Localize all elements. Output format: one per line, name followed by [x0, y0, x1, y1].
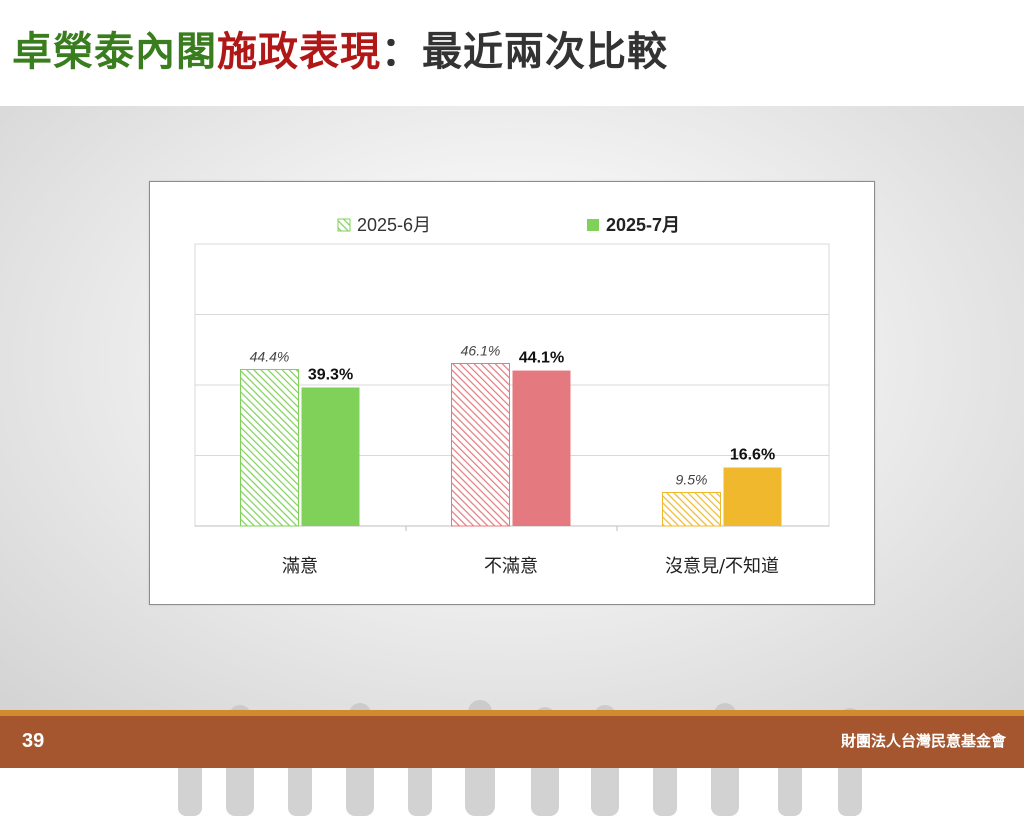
organization-name: 財團法人台灣民意基金會 — [840, 732, 1006, 750]
chart-panel: 2025-6月 2025-7月 44.4% 39.3% 46.1% 44.1% 9.5%… — [149, 181, 875, 605]
legend-swatch-june — [337, 218, 351, 232]
category-label-satisfied: 滿意 — [282, 556, 318, 577]
title-cabinet-name: 卓榮泰內閣 — [12, 29, 217, 75]
bars — [240, 362, 782, 527]
bar-satisfied-june — [240, 368, 299, 527]
page-number: 39 — [22, 730, 45, 752]
slide-title: 卓榮泰內閣施政表現：最近兩次比較 — [12, 22, 668, 82]
category-label-dissatisfied: 不滿意 — [484, 556, 538, 577]
footer-stripe — [0, 710, 1024, 716]
data-label-dissatisfied-july: 44.1% — [519, 350, 564, 367]
data-label-satisfied-june: 44.4% — [250, 348, 290, 364]
bar-neutral-july — [723, 467, 782, 526]
data-label-neutral-june: 9.5% — [676, 472, 708, 488]
legend-label-june: 2025-6月 — [357, 215, 431, 235]
data-label-dissatisfied-june: 46.1% — [461, 342, 501, 358]
bar-satisfied-july — [301, 387, 360, 526]
data-label-neutral-july: 16.6% — [730, 446, 775, 463]
bar-dissatisfied-july — [512, 370, 571, 526]
title-comparison: ：最近兩次比較 — [381, 29, 668, 75]
footer-bar: 39 財團法人台灣民意基金會 — [0, 716, 1024, 768]
grid-lines — [194, 243, 830, 531]
title-performance: 施政表現 — [217, 29, 381, 75]
data-labels: 44.4% 39.3% 46.1% 44.1% 9.5% 16.6% — [250, 342, 776, 487]
legend-label-july: 2025-7月 — [606, 215, 680, 235]
bar-dissatisfied-june — [451, 362, 510, 527]
bar-neutral-june — [662, 492, 721, 527]
category-label-no-opinion: 沒意見/不知道 — [665, 556, 779, 577]
legend-swatch-july — [587, 219, 599, 231]
bar-chart: 2025-6月 2025-7月 44.4% 39.3% 46.1% 44.1% 9.5%… — [194, 215, 830, 577]
data-label-satisfied-july: 39.3% — [308, 366, 353, 383]
